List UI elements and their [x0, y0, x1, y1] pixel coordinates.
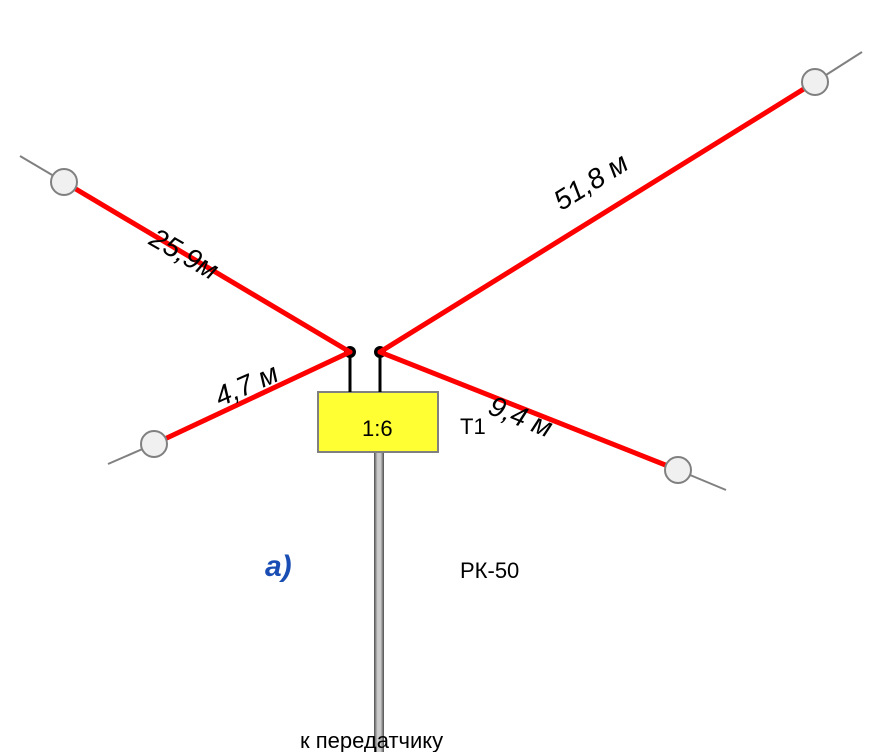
- insulator-upper-left: [51, 169, 77, 195]
- to-transmitter-label: к передатчику: [300, 728, 443, 752]
- insulator-lower-left: [141, 431, 167, 457]
- figure-label: а): [265, 550, 292, 584]
- feedline-label: РК-50: [460, 558, 519, 584]
- feedline: [374, 452, 384, 752]
- antenna-diagram-svg: [0, 0, 880, 752]
- wire-upper-right: [380, 82, 815, 352]
- balun-name: T1: [460, 414, 486, 440]
- insulator-lower-right: [665, 457, 691, 483]
- insulator-upper-right: [802, 69, 828, 95]
- balun-ratio: 1:6: [362, 416, 393, 442]
